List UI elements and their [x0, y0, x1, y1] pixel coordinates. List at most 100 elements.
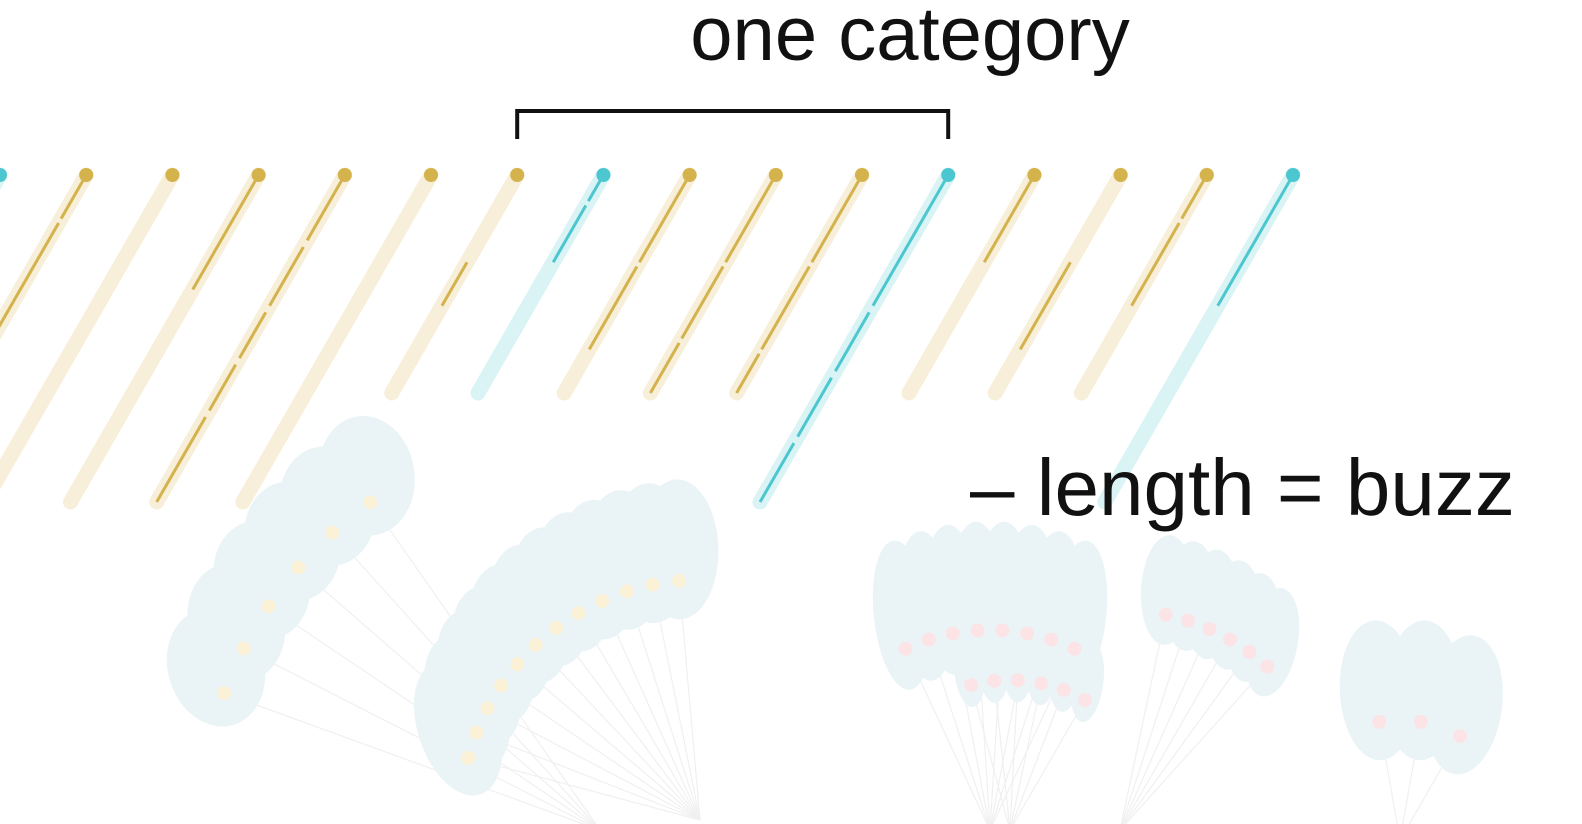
stem-segment — [551, 204, 588, 263]
ghost-dot — [619, 584, 634, 599]
stem-segment — [810, 174, 864, 263]
stem-segment — [1216, 174, 1295, 307]
stem-segment — [1180, 174, 1209, 220]
ghost-dots — [217, 495, 1467, 765]
stem-segment — [1018, 261, 1072, 351]
ghost-stem-line — [970, 684, 1010, 824]
ghost-stem-line — [577, 612, 701, 821]
category-bracket-line — [515, 109, 951, 139]
ghost-stem-line — [1120, 614, 1167, 824]
stem-segment — [305, 174, 347, 242]
stem-segment — [268, 246, 305, 307]
ghost-leaf — [1002, 622, 1035, 703]
stem-segment — [59, 174, 88, 220]
stem-segment — [649, 342, 681, 394]
stem-segment — [208, 363, 237, 412]
ghost-dot — [549, 620, 564, 635]
stem-segment — [440, 261, 469, 307]
ghost-dot — [236, 641, 251, 656]
ghost-leaves — [166, 415, 1503, 796]
stem-segment — [587, 265, 639, 351]
stem — [470, 167, 611, 401]
stem — [0, 167, 8, 190]
category-bracket — [515, 109, 951, 139]
ghost-dot — [1260, 659, 1275, 674]
ghost-dot — [325, 525, 340, 540]
ghost-dot — [1056, 682, 1071, 697]
ghost-leaf — [953, 627, 987, 708]
ghost-stem-line — [1009, 680, 1019, 824]
stem — [729, 167, 870, 401]
ghost-dot — [1010, 673, 1025, 688]
stem-head-dot — [1199, 168, 1214, 182]
ghost-dot — [1158, 607, 1173, 622]
ghost-dot — [1223, 632, 1237, 647]
ghost-stem-line — [516, 663, 701, 821]
stem-band — [235, 167, 439, 510]
ghost-dot — [987, 673, 1002, 688]
ghost-dot — [510, 657, 525, 672]
stem — [62, 167, 267, 510]
ghost-dot — [571, 606, 586, 621]
stem — [149, 167, 353, 510]
ghost-dot — [528, 637, 543, 652]
stem-segment — [834, 311, 871, 372]
ghost-dot — [1020, 626, 1035, 641]
ghost-stem-line — [1121, 620, 1189, 824]
ghost-dot — [261, 599, 276, 614]
ghost-dot — [672, 573, 687, 588]
faded-flower-background — [166, 415, 1503, 824]
stem — [1097, 167, 1301, 510]
ghost-dot — [921, 632, 936, 647]
ghost-stem-line — [1012, 699, 1086, 824]
ghost-stem-line — [487, 707, 701, 821]
ghost-leaf — [318, 415, 415, 536]
stem — [235, 167, 439, 510]
ghost-dot — [480, 701, 495, 716]
stem-segment — [758, 442, 796, 503]
ghost-dot — [595, 593, 610, 608]
ghost-stem-line — [1122, 639, 1231, 824]
ghost-dot — [1242, 645, 1257, 660]
ghost-stem-line — [652, 584, 701, 821]
ghost-dot — [1067, 641, 1082, 656]
ghost-dot — [1413, 714, 1428, 729]
stem-segment — [0, 222, 60, 328]
ghost-dot — [970, 623, 985, 638]
ghost-stem-line — [555, 627, 701, 821]
stem-head-dot — [424, 168, 438, 182]
ghost-dot — [1202, 622, 1217, 637]
stem-head-dot — [596, 168, 611, 182]
ghost-leaf — [1244, 587, 1300, 697]
ghost-stem-line — [1124, 666, 1268, 824]
ghost-stem-line — [223, 692, 586, 824]
stem-head-dot — [510, 168, 525, 182]
stem-head-dot — [855, 168, 869, 182]
ghost-dot — [898, 641, 913, 656]
stem-row — [0, 167, 1301, 510]
stem-head-dot — [941, 168, 956, 182]
stem-segment — [1130, 222, 1181, 307]
ghost-stem-line — [1011, 689, 1065, 824]
ghost-leaf — [977, 622, 1010, 703]
ghost-dot — [291, 560, 306, 575]
ghost-dot — [1372, 714, 1387, 729]
stem — [0, 167, 180, 490]
ghost-dot — [1034, 676, 1049, 691]
stem-head-dot — [682, 168, 697, 182]
stem — [752, 167, 956, 510]
stem — [1073, 167, 1215, 401]
stem-segment — [724, 174, 778, 263]
ghost-dot — [645, 577, 660, 592]
ghost-dot — [945, 626, 960, 641]
stem — [987, 167, 1129, 401]
stem-segment — [982, 174, 1036, 263]
stem-head-dot — [1113, 168, 1128, 182]
stem-segment — [796, 376, 833, 438]
stem-head-dot — [1286, 168, 1300, 182]
stem — [0, 167, 94, 340]
ghost-stem-line — [500, 684, 701, 821]
ghost-dot — [494, 678, 509, 693]
stem-segment — [638, 174, 691, 263]
